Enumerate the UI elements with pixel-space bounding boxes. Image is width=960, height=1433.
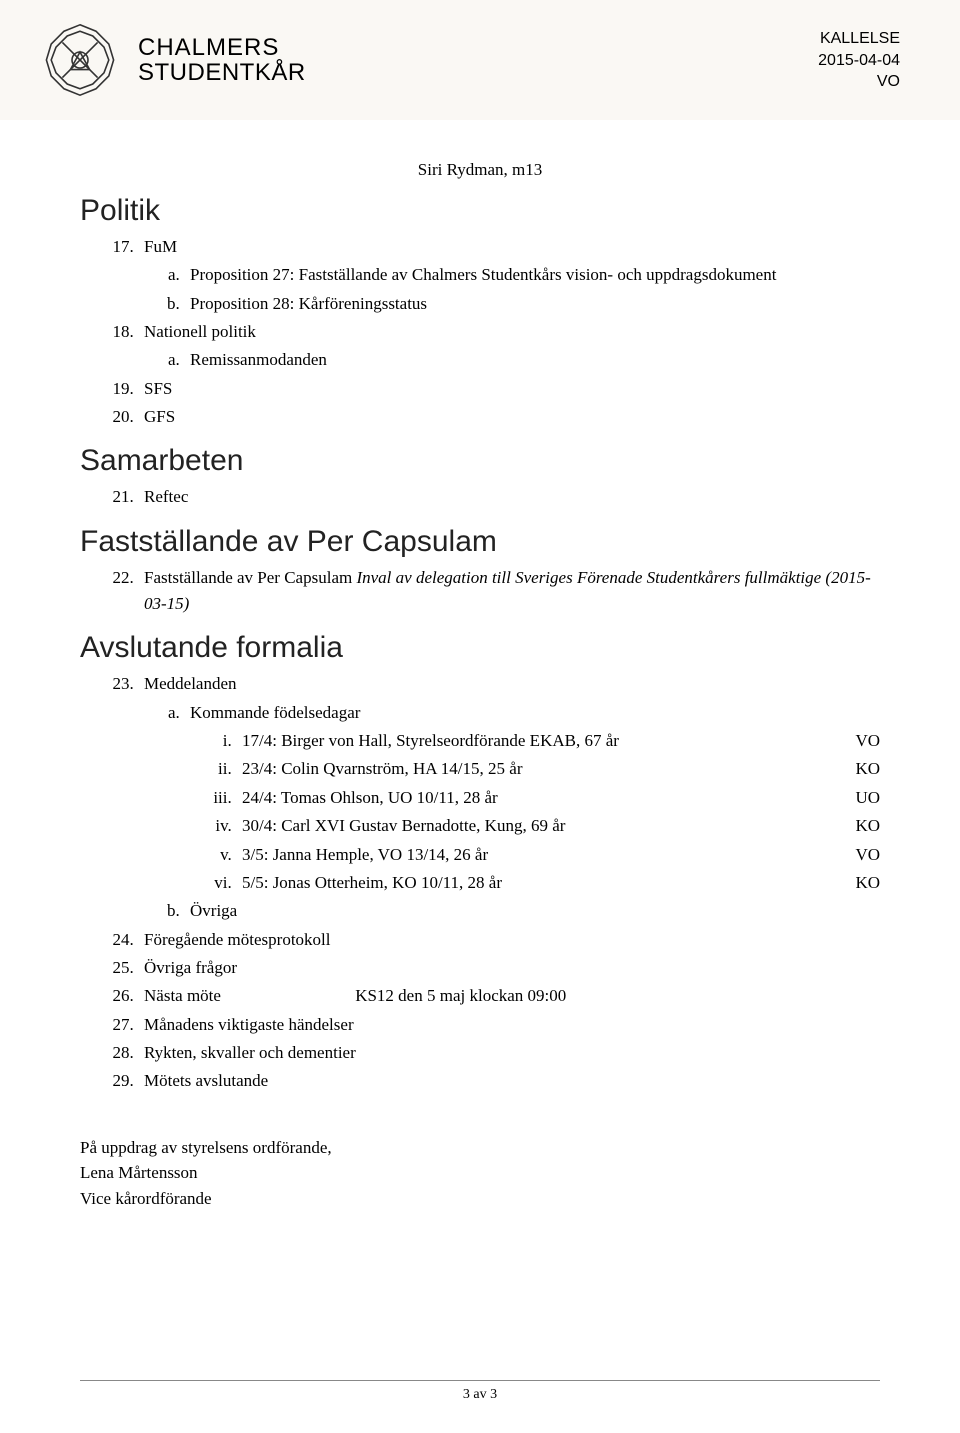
page-number: 3 av 3	[463, 1387, 497, 1402]
birthday-list: 17/4: Birger von Hall, Styrelseordförand…	[190, 728, 880, 896]
item-19: SFS	[138, 376, 880, 402]
item-26-text: Nästa möte	[144, 986, 221, 1005]
doc-date: 2015-04-04	[818, 50, 900, 72]
item-26: Nästa möte KS12 den 5 maj klockan 09:00	[138, 983, 880, 1009]
section-samarbeten: Samarbeten	[80, 444, 880, 478]
item-22: Fastställande av Per Capsulam Inval av d…	[138, 565, 880, 618]
item-28: Rykten, skvaller och dementier	[138, 1040, 880, 1066]
header-meta: KALLELSE 2015-04-04 VO	[818, 28, 900, 93]
birthday-item: 23/4: Colin Qvarnström, HA 14/15, 25 år K…	[236, 756, 880, 782]
sign-behalf: På uppdrag av styrelsens ordförande,	[80, 1135, 880, 1161]
section-avslut: Avslutande formalia	[80, 631, 880, 665]
item-27: Månadens viktigaste händelser	[138, 1012, 880, 1038]
sign-name: Lena Mårtensson	[80, 1160, 880, 1186]
birthday-item: 17/4: Birger von Hall, Styrelseordförand…	[236, 728, 880, 754]
item-20: GFS	[138, 404, 880, 430]
birthday-role: KO	[846, 756, 880, 782]
org-line-2: STUDENTKÅR	[138, 60, 306, 85]
birthday-item: 30/4: Carl XVI Gustav Bernadotte, Kung, …	[236, 813, 880, 839]
list-politik: FuM Proposition 27: Fastställande av Cha…	[80, 234, 880, 430]
birthday-text: 23/4: Colin Qvarnström, HA 14/15, 25 år	[242, 756, 522, 782]
page: CHALMERS STUDENTKÅR KALLELSE 2015-04-04 …	[0, 0, 960, 1433]
birthday-role: UO	[846, 785, 880, 811]
logo-block: CHALMERS STUDENTKÅR	[40, 20, 306, 100]
logo-text: CHALMERS STUDENTKÅR	[138, 35, 306, 85]
item-24: Föregående mötesprotokoll	[138, 927, 880, 953]
birthday-role: KO	[846, 870, 880, 896]
birthday-item: 24/4: Tomas Ohlson, UO 10/11, 28 år UO	[236, 785, 880, 811]
doc-author: VO	[818, 71, 900, 93]
birthday-text: 5/5: Jonas Otterheim, KO 10/11, 28 år	[242, 870, 502, 896]
item-23b: Övriga	[184, 898, 880, 924]
presenter-line: Siri Rydman, m13	[80, 160, 880, 180]
item-18a: Remissanmodanden	[184, 347, 880, 373]
section-fast: Fastställande av Per Capsulam	[80, 525, 880, 559]
birthday-text: 30/4: Carl XVI Gustav Bernadotte, Kung, …	[242, 813, 565, 839]
item-17: FuM Proposition 27: Fastställande av Cha…	[138, 234, 880, 317]
birthday-text: 17/4: Birger von Hall, Styrelseordförand…	[242, 728, 619, 754]
sign-block: På uppdrag av styrelsens ordförande, Len…	[80, 1135, 880, 1212]
footer: 3 av 3	[80, 1380, 880, 1403]
birthday-role: KO	[846, 813, 880, 839]
list-samarbeten: Reftec	[80, 484, 880, 510]
doc-type: KALLELSE	[818, 28, 900, 50]
item-25: Övriga frågor	[138, 955, 880, 981]
list-fast: Fastställande av Per Capsulam Inval av d…	[80, 565, 880, 618]
list-18-sub: Remissanmodanden	[144, 347, 880, 373]
birthday-text: 24/4: Tomas Ohlson, UO 10/11, 28 år	[242, 785, 498, 811]
item-23a-text: Kommande födelsedagar	[190, 703, 360, 722]
birthday-role: VO	[846, 728, 880, 754]
item-18-text: Nationell politik	[144, 322, 256, 341]
section-politik: Politik	[80, 194, 880, 228]
birthday-role: VO	[846, 842, 880, 868]
sign-title: Vice kårordförande	[80, 1186, 880, 1212]
item-21: Reftec	[138, 484, 880, 510]
item-17a: Proposition 27: Fastställande av Chalmer…	[184, 262, 880, 288]
item-18: Nationell politik Remissanmodanden	[138, 319, 880, 374]
header-band: CHALMERS STUDENTKÅR KALLELSE 2015-04-04 …	[0, 0, 960, 120]
list-avslut: Meddelanden Kommande födelsedagar 17/4: …	[80, 671, 880, 1094]
item-23-text: Meddelanden	[144, 674, 237, 693]
list-23-sub: Kommande födelsedagar 17/4: Birger von H…	[144, 700, 880, 925]
item-26-note: KS12 den 5 maj klockan 09:00	[355, 983, 566, 1009]
item-17b: Proposition 28: Kårföreningsstatus	[184, 291, 880, 317]
item-29: Mötets avslutande	[138, 1068, 880, 1094]
list-17-sub: Proposition 27: Fastställande av Chalmer…	[144, 262, 880, 317]
birthday-text: 3/5: Janna Hemple, VO 13/14, 26 år	[242, 842, 488, 868]
org-line-1: CHALMERS	[138, 35, 306, 60]
item-23a: Kommande födelsedagar 17/4: Birger von H…	[184, 700, 880, 896]
emblem-icon	[40, 20, 120, 100]
item-22-pre: Fastställande av Per Capsulam	[144, 568, 356, 587]
item-17-text: FuM	[144, 237, 177, 256]
birthday-item: 3/5: Janna Hemple, VO 13/14, 26 år VO	[236, 842, 880, 868]
birthday-item: 5/5: Jonas Otterheim, KO 10/11, 28 år KO	[236, 870, 880, 896]
item-23: Meddelanden Kommande födelsedagar 17/4: …	[138, 671, 880, 924]
